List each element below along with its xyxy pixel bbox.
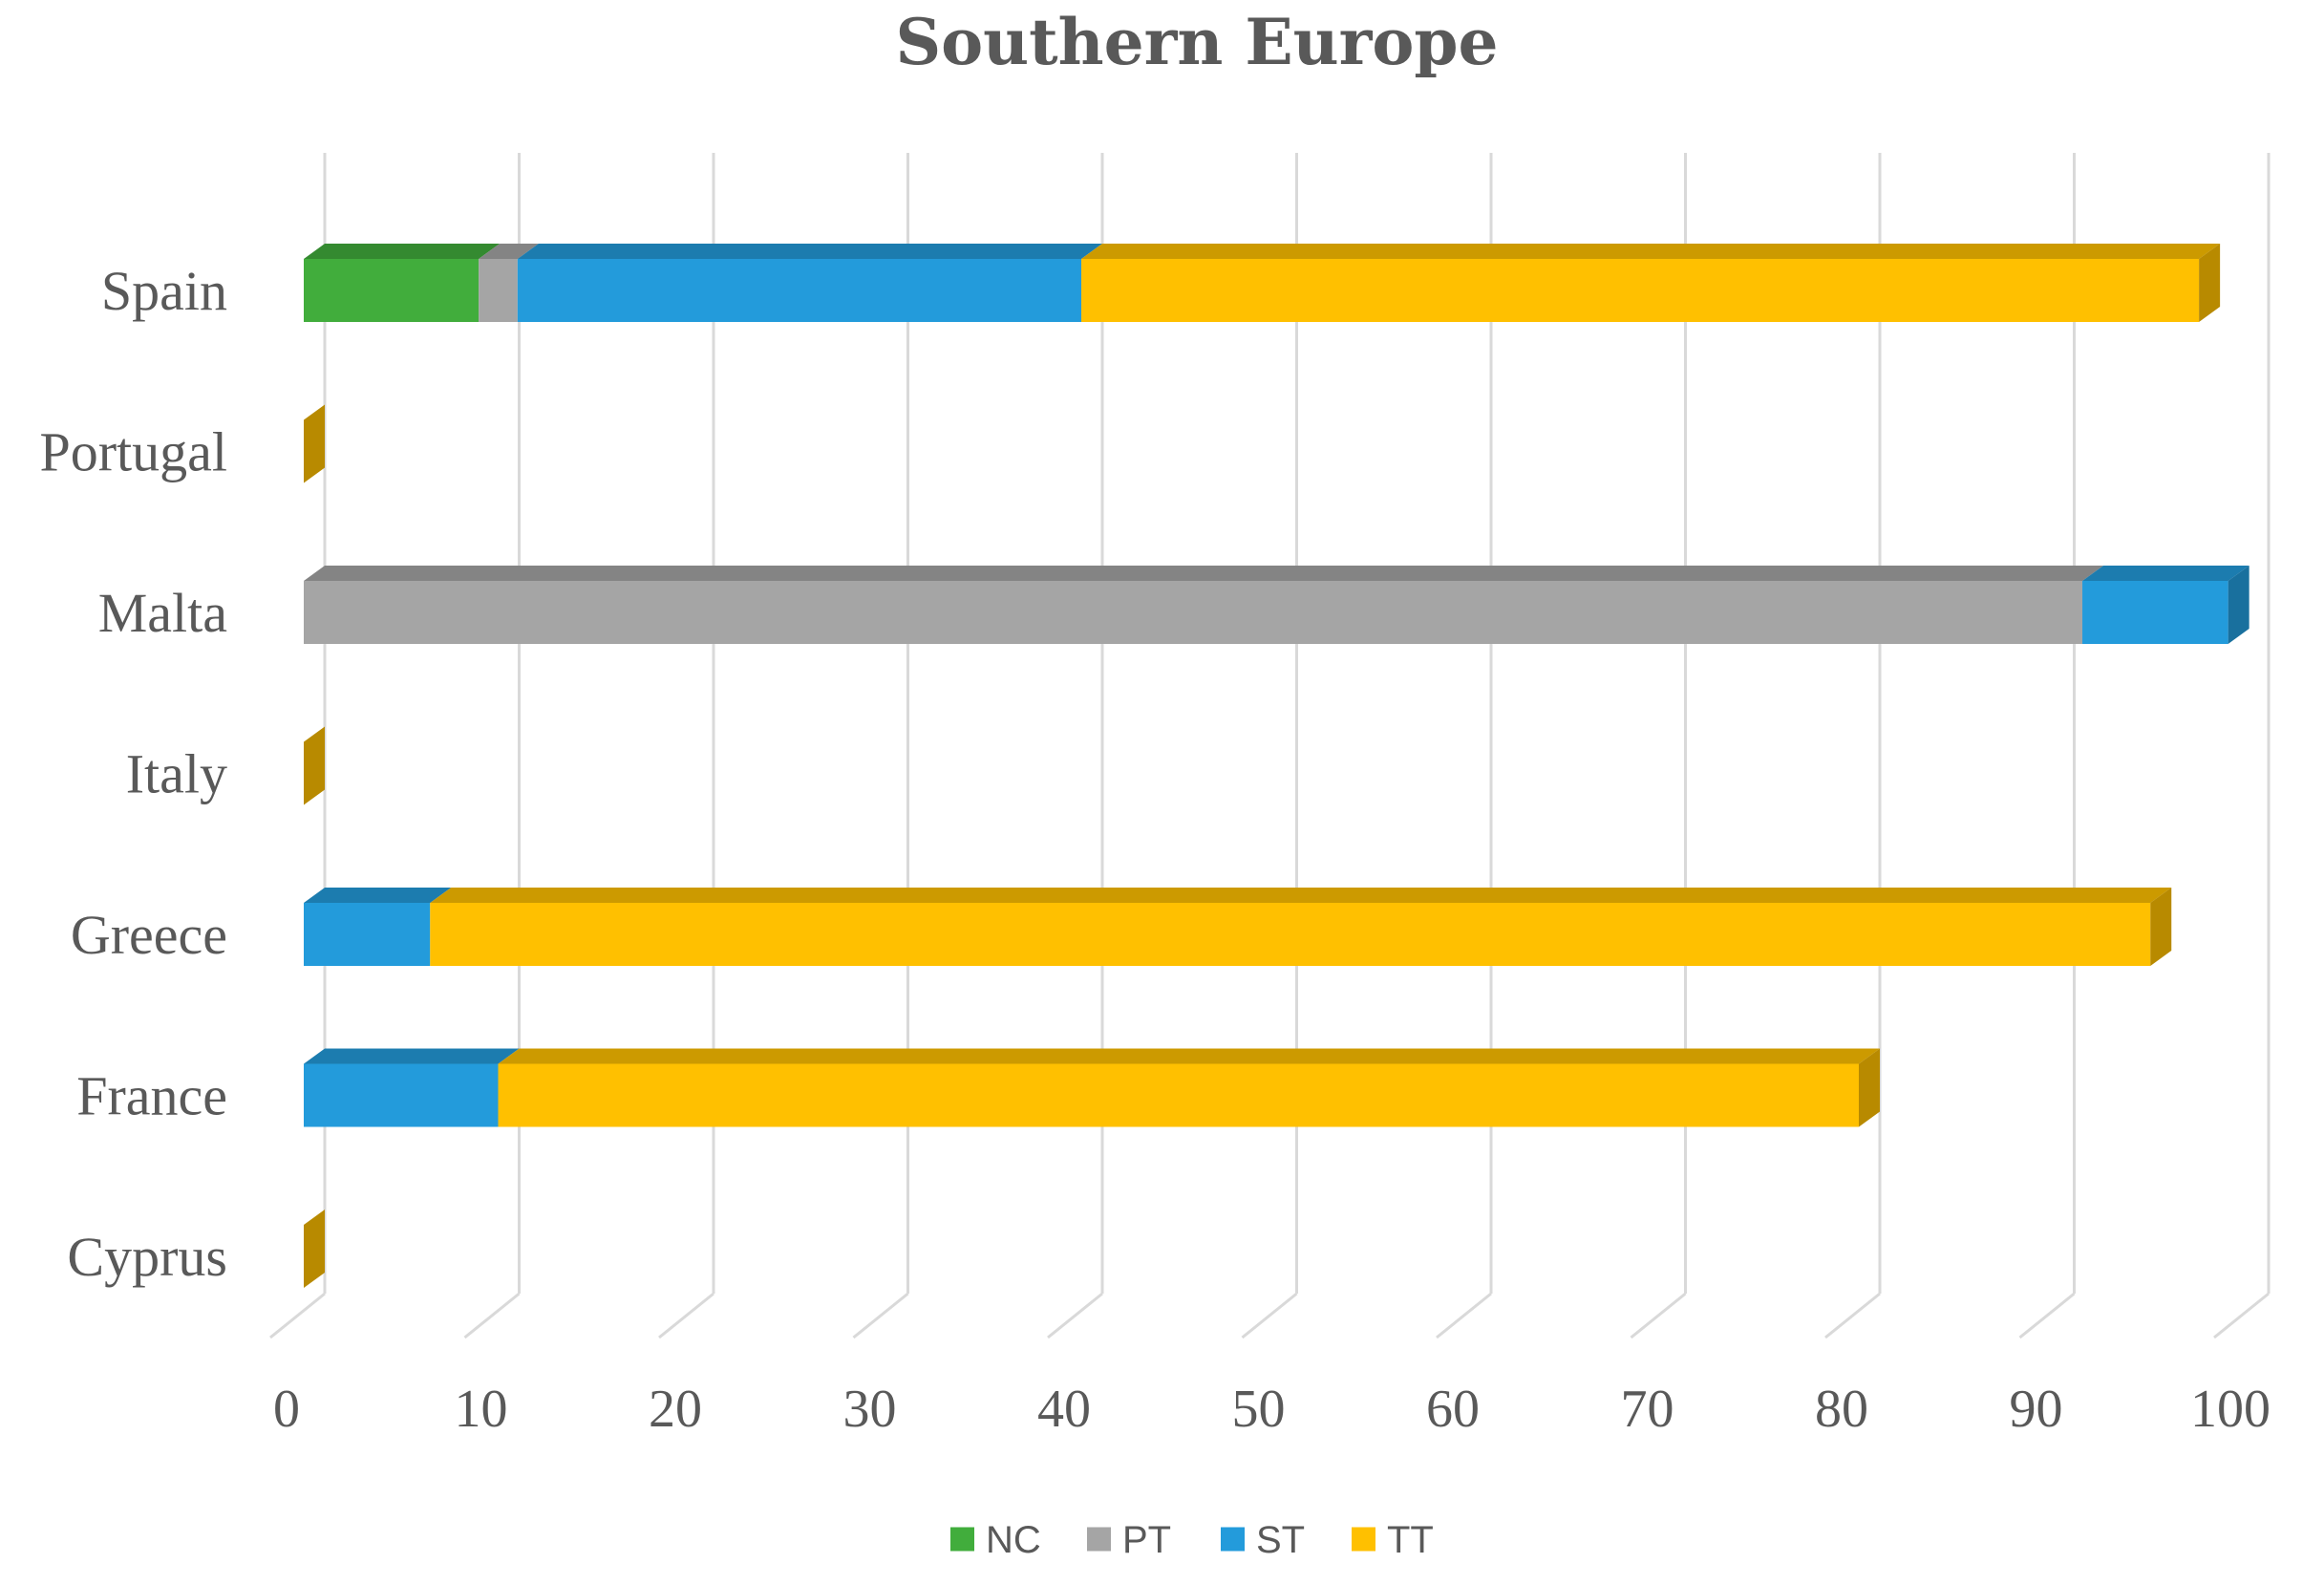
legend-swatch <box>1221 1527 1245 1552</box>
bars <box>304 244 2249 1288</box>
legend-label: TT <box>1387 1519 1434 1561</box>
x-tick-label: 60 <box>1426 1380 1480 1439</box>
x-tick-label: 70 <box>1621 1380 1674 1439</box>
bar-spain-pt-top <box>479 244 539 259</box>
legend-swatch <box>950 1527 974 1552</box>
x-tick-label: 10 <box>455 1380 508 1439</box>
legend-label: PT <box>1122 1519 1171 1561</box>
bar-italy-side <box>304 726 325 805</box>
x-tick-label: 90 <box>2010 1380 2063 1439</box>
category-label-france: France <box>76 1065 227 1127</box>
floor-gridline <box>269 1292 326 1339</box>
x-tick-label: 40 <box>1037 1380 1091 1439</box>
bar-malta-pt <box>304 581 2083 644</box>
bar-cyprus-side <box>304 1210 325 1288</box>
bar-greece-st-top <box>304 888 452 903</box>
floor-gridline <box>1436 1292 1492 1339</box>
legend-item-pt: PT <box>1087 1519 1171 1561</box>
category-label-portugal: Portugal <box>39 421 227 483</box>
category-label-cyprus: Cyprus <box>67 1226 227 1288</box>
bar-spain-pt <box>479 259 518 322</box>
legend-item-tt: TT <box>1352 1519 1434 1561</box>
bar-france-tt <box>498 1063 1859 1127</box>
category-label-spain: Spain <box>101 260 227 322</box>
bar-malta-st <box>2082 581 2228 644</box>
bar-spain-side <box>2199 244 2221 322</box>
category-label-malta: Malta <box>98 582 227 644</box>
bar-greece-side <box>2150 888 2172 966</box>
bar-greece-st <box>304 903 431 966</box>
x-tick-label: 30 <box>843 1380 897 1439</box>
bar-spain-st <box>517 259 1081 322</box>
legend-item-st: ST <box>1221 1519 1305 1561</box>
bar-france-st-top <box>304 1048 520 1064</box>
x-tick-label: 0 <box>273 1380 300 1439</box>
legend-swatch <box>1087 1527 1111 1552</box>
legend-item-nc: NC <box>950 1519 1041 1561</box>
chart-title: Southern Europe <box>895 5 1498 79</box>
bar-france-tt-top <box>498 1048 1880 1064</box>
x-axis-ticks: 0 10 20 30 40 50 60 70 80 90 100 <box>273 1380 2271 1439</box>
floor-gridline <box>1630 1292 1687 1339</box>
x-tick-label: 100 <box>2190 1380 2271 1439</box>
legend-label: ST <box>1256 1519 1305 1561</box>
bar-spain-tt <box>1081 259 2200 322</box>
floor-gridline <box>658 1292 714 1339</box>
floor-gridline <box>1824 1292 1881 1339</box>
legend-label: NC <box>986 1519 1041 1561</box>
bar-spain-tt-top <box>1081 244 2221 259</box>
floor-gridline <box>2213 1292 2270 1339</box>
x-tick-label: 80 <box>1815 1380 1868 1439</box>
gridlines <box>269 153 2271 1339</box>
bar-greece-tt-top <box>430 888 2172 903</box>
bar-spain-nc-top <box>304 244 501 259</box>
floor-gridline <box>1047 1292 1103 1339</box>
x-tick-label: 20 <box>649 1380 702 1439</box>
legend: NC PT ST TT <box>950 1519 1434 1561</box>
y-axis-categories: Spain Portugal Malta Italy Greece France Cypru… <box>39 260 227 1288</box>
bar-spain-nc <box>304 259 480 322</box>
floor-gridline <box>463 1292 521 1339</box>
bar-malta-pt-top <box>304 566 2104 581</box>
x-tick-label: 50 <box>1232 1380 1286 1439</box>
legend-swatch <box>1352 1527 1375 1552</box>
bar-malta-st-top <box>2082 566 2249 581</box>
bar-malta-side <box>2228 566 2249 644</box>
bar-portugal-side <box>304 404 325 483</box>
bar-france-st <box>304 1063 499 1127</box>
bar-spain-st-top <box>517 244 1102 259</box>
category-label-italy: Italy <box>126 743 227 805</box>
bar-greece-tt <box>430 903 2151 966</box>
bar-france-side <box>1859 1048 1880 1127</box>
floor-gridline <box>852 1292 909 1339</box>
floor-gridline <box>2018 1292 2076 1339</box>
category-label-greece: Greece <box>71 904 227 966</box>
floor-gridline <box>1241 1292 1298 1339</box>
